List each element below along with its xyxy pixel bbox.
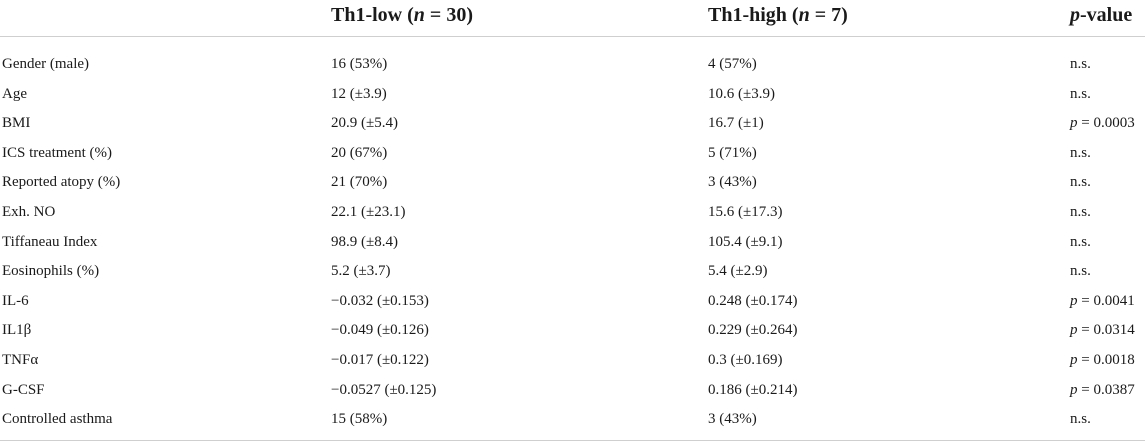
table-row: Eosinophils (%) 5.2 (±3.7) 5.4 (±2.9) n.s. [0,257,1145,287]
table-row: Tiffaneau Index 98.9 (±8.4) 105.4 (±9.1) n.… [0,228,1145,258]
table-header: Th1-low (n = 30) Th1-high (n = 7) p-valu… [0,0,1145,37]
p-value-text: = 0.0003 [1077,115,1135,132]
row-label: IL1β [2,322,32,339]
row-label: Age [2,85,27,102]
p-value: n.s. [1070,204,1091,221]
p-value: p = 0.0003 [1070,115,1135,132]
p-value-text: n.s. [1070,174,1091,191]
p-value: n.s. [1070,174,1091,191]
header-th1-low: Th1-low (n = 30) [331,4,473,27]
th1-low-value: 20.9 (±5.4) [331,115,398,132]
table-row: IL-6 −0.032 (±0.153) 0.248 (±0.174) p = 0.0… [0,287,1145,317]
table-body: Gender (male) 16 (53%) 4 (57%) n.s. Age 12 (±… [0,50,1145,435]
row-label: Exh. NO [2,203,56,220]
p-value-text: n.s. [1070,203,1091,220]
p-value: n.s. [1070,145,1091,162]
header-th1-low-n: n [413,4,425,26]
p-symbol: p [1070,115,1078,132]
p-symbol: p [1070,381,1078,398]
row-label: Gender (male) [2,56,90,72]
th1-low-value: −0.0527 (±0.125) [331,381,437,398]
p-value-text: n.s. [1070,233,1091,250]
p-value: p = 0.0387 [1070,382,1135,399]
th1-high-value: 0.3 (±0.169) [708,351,783,368]
header-th1-low-prefix: Th1-low ( [331,4,414,26]
p-value-text: = 0.0018 [1077,351,1135,368]
row-label: BMI [2,115,31,132]
table-row: Reported atopy (%) 21 (70%) 3 (43%) n.s. [0,168,1145,198]
p-value: p = 0.0018 [1070,352,1135,369]
p-value: n.s. [1070,86,1091,103]
row-label: IL-6 [2,292,29,309]
th1-low-value: 20 (67%) [331,144,388,161]
table-row: Controlled asthma 15 (58%) 3 (43%) n.s. [0,405,1145,435]
th1-low-value: −0.032 (±0.153) [331,292,429,309]
header-th1-high-n: n [798,4,810,26]
p-value-text: n.s. [1070,85,1091,102]
th1-high-value: 105.4 (±9.1) [708,233,783,250]
row-label: Reported atopy (%) [2,174,121,191]
table-row: G-CSF −0.0527 (±0.125) 0.186 (±0.214) p = 0… [0,376,1145,406]
header-th1-high-suffix: = 7) [809,4,848,26]
th1-high-value: 0.229 (±0.264) [708,322,798,339]
header-th1-high-prefix: Th1-high ( [708,4,799,26]
th1-low-value: 15 (58%) [331,411,388,428]
header-p-suffix: -value [1080,4,1133,26]
table-row: Gender (male) 16 (53%) 4 (57%) n.s. [0,50,1145,80]
th1-high-value: 4 (57%) [708,56,757,72]
row-label: G-CSF [2,381,45,398]
row-label: Controlled asthma [2,411,113,428]
th1-low-value: 22.1 (±23.1) [331,203,406,220]
th1-high-value: 10.6 (±3.9) [708,85,775,102]
p-value-text: = 0.0314 [1077,322,1135,339]
p-symbol: p [1070,292,1078,309]
th1-low-value: 5.2 (±3.7) [331,263,391,280]
table-row: IL1β −0.049 (±0.126) 0.229 (±0.264) p = 0.0… [0,316,1145,346]
table-row: TNFα −0.017 (±0.122) 0.3 (±0.169) p = 0.001… [0,346,1145,376]
table-row: ICS treatment (%) 20 (67%) 5 (71%) n.s. [0,139,1145,169]
th1-high-value: 15.6 (±17.3) [708,203,783,220]
th1-high-value: 16.7 (±1) [708,115,764,132]
p-value-text: n.s. [1070,56,1091,72]
th1-high-value: 5 (71%) [708,144,757,161]
header-th1-high: Th1-high (n = 7) [708,4,848,27]
th1-high-value: 0.186 (±0.214) [708,381,798,398]
p-value: n.s. [1070,263,1091,280]
th1-low-value: 16 (53%) [331,56,388,72]
p-symbol: p [1070,351,1078,368]
p-symbol: p [1070,322,1078,339]
th1-high-value: 0.248 (±0.174) [708,292,798,309]
p-value: n.s. [1070,56,1091,73]
p-value: p = 0.0041 [1070,293,1135,310]
th1-high-value: 3 (43%) [708,411,757,428]
table-row: Age 12 (±3.9) 10.6 (±3.9) n.s. [0,80,1145,110]
th1-high-value: 3 (43%) [708,174,757,191]
p-value-text: = 0.0387 [1077,381,1135,398]
th1-low-value: −0.017 (±0.122) [331,351,429,368]
p-value: n.s. [1070,411,1091,428]
th1-low-value: 98.9 (±8.4) [331,233,398,250]
header-th1-low-suffix: = 30) [424,4,473,26]
p-value-text: n.s. [1070,263,1091,280]
th1-high-value: 5.4 (±2.9) [708,263,768,280]
p-value: n.s. [1070,234,1091,251]
header-p: p [1070,4,1080,26]
th1-low-value: 12 (±3.9) [331,85,387,102]
th1-low-value: 21 (70%) [331,174,388,191]
row-label: Tiffaneau Index [2,233,98,250]
row-label: TNFα [2,351,39,368]
row-label: Eosinophils (%) [2,263,100,280]
p-value: p = 0.0314 [1070,322,1135,339]
bottom-rule [0,440,1145,441]
header-p-value: p-value [1070,4,1132,27]
p-value-text: = 0.0041 [1077,292,1135,309]
th1-low-value: −0.049 (±0.126) [331,322,429,339]
table-row: BMI 20.9 (±5.4) 16.7 (±1) p = 0.0003 [0,109,1145,139]
p-value-text: n.s. [1070,144,1091,161]
table-row: Exh. NO 22.1 (±23.1) 15.6 (±17.3) n.s. [0,198,1145,228]
p-value-text: n.s. [1070,411,1091,428]
row-label: ICS treatment (%) [2,144,112,161]
